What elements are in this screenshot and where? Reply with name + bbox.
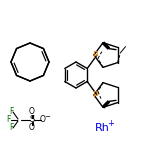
Text: Rh: Rh	[95, 123, 110, 133]
Text: O: O	[29, 123, 35, 133]
Text: F: F	[9, 107, 13, 116]
Text: P: P	[92, 50, 98, 59]
Text: −: −	[44, 114, 50, 120]
Text: F: F	[6, 116, 10, 124]
Text: F: F	[9, 123, 13, 133]
Text: O: O	[29, 107, 35, 116]
Text: +: +	[107, 119, 114, 128]
Text: S: S	[29, 116, 35, 124]
Text: P: P	[92, 90, 98, 100]
Text: O: O	[40, 116, 46, 124]
